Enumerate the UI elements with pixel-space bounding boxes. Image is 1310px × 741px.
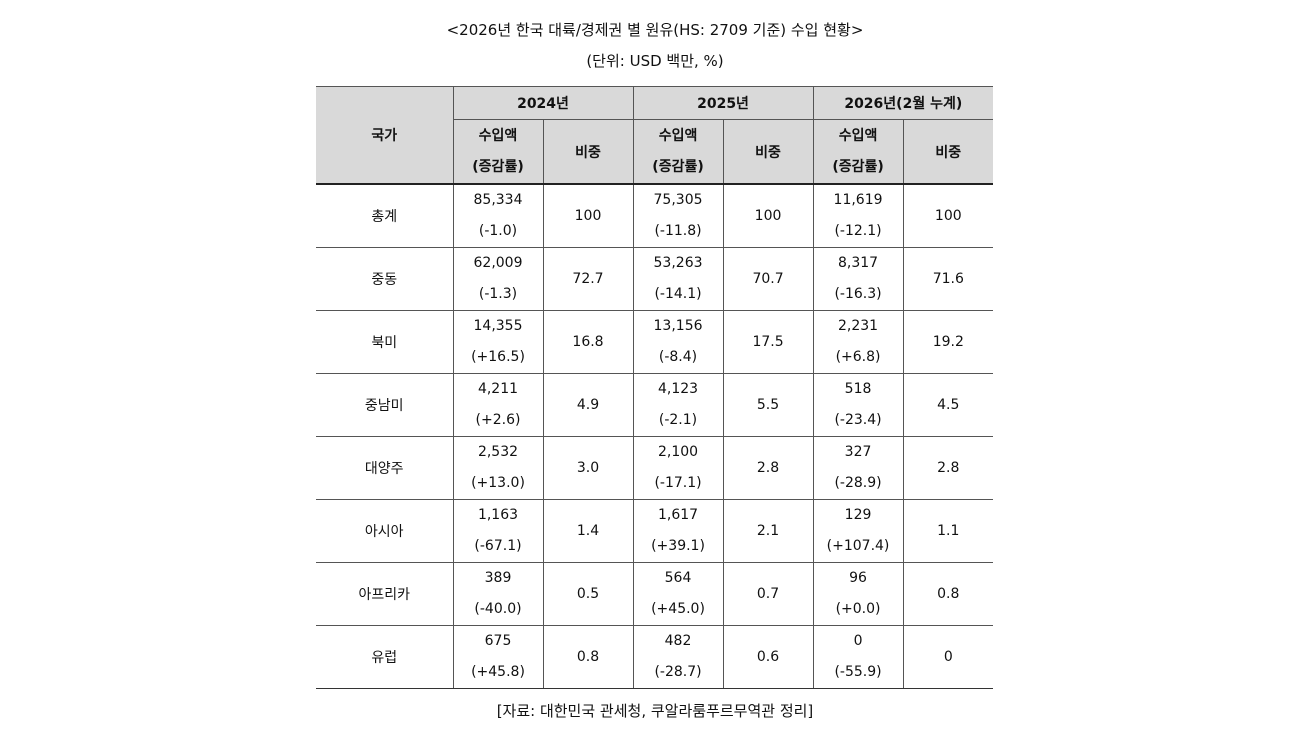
amount-cell: 4,211 (+2.6) [452,373,543,437]
amount-cell: 2,231 (+6.8) [812,310,904,374]
amount-cell: 389 (-40.0) [452,562,543,626]
table-title: <2026년 한국 대륙/경제권 별 원유(HS: 2709 기준) 수입 현황… [446,21,864,39]
share-cell: 2.8 [902,436,994,500]
country-cell: 유럽 [316,625,453,689]
share-cell: 0 [902,625,994,689]
table-row: 중동 62,009 (-1.3) 72.7 53,263 (-14.1) 70.7 … [316,247,994,311]
amount-cell: 53,263 (-14.1) [632,247,724,311]
share-cell: 19.2 [902,310,994,374]
country-cell: 중남미 [316,373,453,437]
country-cell: 아시아 [316,499,453,563]
share-cell: 1.4 [542,499,634,563]
amount-cell: 129 (+107.4) [812,499,904,563]
amount-cell: 4,123 (-2.1) [632,373,724,437]
amount-cell: 518 (-23.4) [812,373,904,437]
header-country: 국가 [316,86,453,185]
country-cell: 중동 [316,247,453,311]
share-cell: 0.6 [722,625,814,689]
table-row: 북미 14,355 (+16.5) 16.8 13,156 (-8.4) 17.5 … [316,310,994,374]
share-cell: 5.5 [722,373,814,437]
amount-cell: 675 (+45.8) [452,625,543,689]
share-cell: 70.7 [722,247,814,311]
amount-cell: 564 (+45.0) [632,562,724,626]
amount-cell: 2,532 (+13.0) [452,436,543,500]
header-year-2026: 2026년(2월 누계) [812,86,994,120]
share-cell: 72.7 [542,247,634,311]
amount-cell: 1,163 (-67.1) [452,499,543,563]
amount-cell: 96 (+0.0) [812,562,904,626]
amount-cell: 14,355 (+16.5) [452,310,543,374]
header-amount: 수입액 (증감률) [632,119,724,185]
amount-cell: 2,100 (-17.1) [632,436,724,500]
share-cell: 3.0 [542,436,634,500]
amount-cell: 62,009 (-1.3) [452,247,543,311]
header-year-2024: 2024년 [452,86,634,120]
table-row: 대양주 2,532 (+13.0) 3.0 2,100 (-17.1) 2.8 32… [316,436,994,500]
amount-cell: 327 (-28.9) [812,436,904,500]
country-cell: 대양주 [316,436,453,500]
table-row: 아시아 1,163 (-67.1) 1.4 1,617 (+39.1) 2.1 12… [316,499,994,563]
share-cell: 71.6 [902,247,994,311]
amount-cell: 1,617 (+39.1) [632,499,724,563]
table-row: 중남미 4,211 (+2.6) 4.9 4,123 (-2.1) 5.5 518(… [316,373,994,437]
share-cell: 4.5 [902,373,994,437]
header-share: 비중 [542,119,634,185]
share-cell: 0.5 [542,562,634,626]
source-note: [자료: 대한민국 관세청, 쿠알라룸푸르무역관 정리] [496,702,814,720]
share-cell: 0.8 [902,562,994,626]
share-cell: 4.9 [542,373,634,437]
unit-note: (단위: USD 백만, %) [586,52,724,70]
amount-cell: 85,334 (-1.0) [452,184,543,248]
country-cell: 아프리카 [316,562,453,626]
share-cell: 2.1 [722,499,814,563]
header-share: 비중 [902,119,994,185]
header-amount: 수입액 (증감률) [452,119,543,185]
table-row: 아프리카 389 (-40.0) 0.5 564 (+45.0) 0.7 96 (+0… [316,562,994,626]
amount-cell: 8,317 (-16.3) [812,247,904,311]
header-amount: 수입액 (증감률) [812,119,904,185]
country-cell: 북미 [316,310,453,374]
crude-oil-import-table: 국가 2024년 2025년 2026년(2월 누계) 수입액 (증감률) 비중 … [316,86,994,689]
amount-cell: 0 (-55.9) [812,625,904,689]
share-cell: 1.1 [902,499,994,563]
header-year-2025: 2025년 [632,86,814,120]
amount-cell: 75,305 (-11.8) [632,184,724,248]
table-row: 총계 85,334 (-1.0) 100 75,305 (-11.8) 100 11… [316,184,994,248]
share-cell: 100 [902,184,994,248]
share-cell: 2.8 [722,436,814,500]
table-row: 유럽 675 (+45.8) 0.8 482 (-28.7) 0.6 0 (-55.9… [316,625,994,689]
amount-cell: 11,619 (-12.1) [812,184,904,248]
share-cell: 0.8 [542,625,634,689]
amount-cell: 13,156 (-8.4) [632,310,724,374]
share-cell: 100 [542,184,634,248]
header-share: 비중 [722,119,814,185]
share-cell: 16.8 [542,310,634,374]
amount-cell: 482 (-28.7) [632,625,724,689]
share-cell: 17.5 [722,310,814,374]
country-cell: 총계 [316,184,453,248]
share-cell: 0.7 [722,562,814,626]
share-cell: 100 [722,184,814,248]
